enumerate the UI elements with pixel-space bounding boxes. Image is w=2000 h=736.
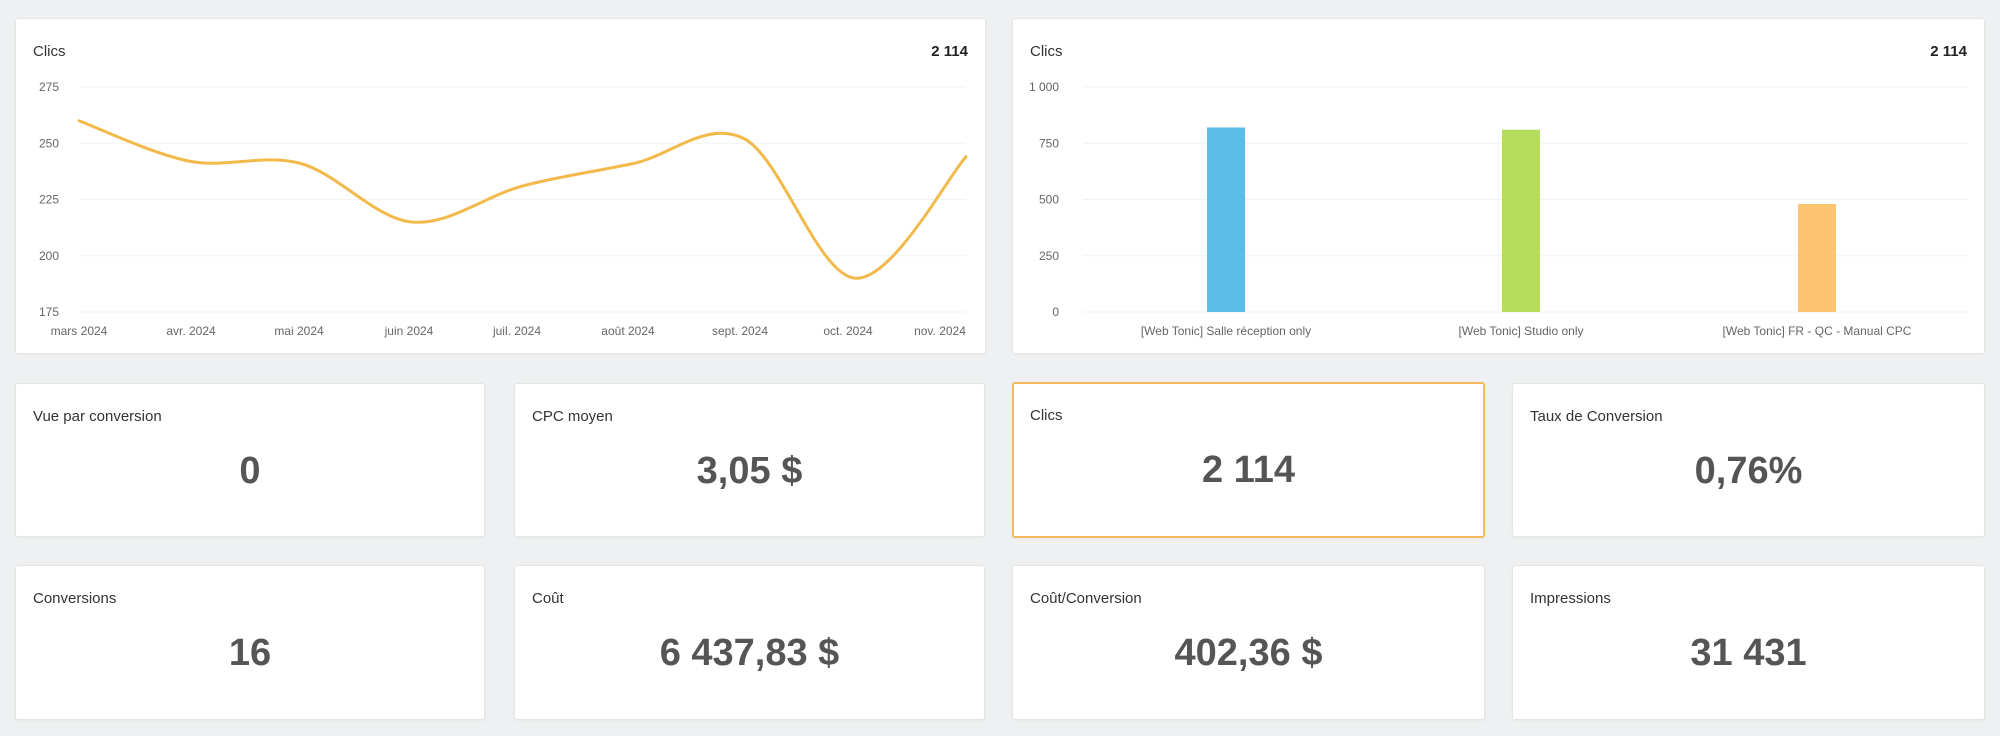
metric-card-cpc-moyen[interactable]: CPC moyen 3,05 $ [514,383,985,537]
x-tick-label: août 2024 [601,324,655,338]
metric-value: 0 [239,450,261,492]
y-tick-label: 0 [1052,305,1059,319]
metric-value: 6 437,83 $ [659,632,840,674]
metric-card-cout[interactable]: Coût 6 437,83 $ [514,565,985,720]
metric-card-conversions[interactable]: Conversions 16 [15,565,485,720]
x-tick-label: juil. 2024 [492,324,541,338]
x-tick-label: mars 2024 [51,324,108,338]
metric-card-vue-par-conversion[interactable]: Vue par conversion 0 [15,383,485,537]
y-tick-label: 750 [1039,136,1059,150]
y-tick-label: 250 [1039,249,1059,263]
metric-label: Conversions [33,590,117,607]
y-tick-label: 500 [1039,193,1059,207]
line-chart-title: Clics [33,43,66,60]
y-tick-label: 1 000 [1029,80,1059,94]
x-tick-label: nov. 2024 [914,324,966,338]
metric-label: Taux de Conversion [1530,408,1663,425]
metric-label: Impressions [1530,590,1611,607]
metric-label: CPC moyen [532,408,613,425]
metric-label: Vue par conversion [33,408,162,425]
y-tick-label: 250 [39,136,59,150]
bar [1502,129,1540,312]
x-tick-label: [Web Tonic] Salle réception only [1141,324,1311,338]
x-tick-label: [Web Tonic] Studio only [1459,324,1584,338]
bar [1798,204,1836,312]
bar-chart-card: Clics 2 114 0 250 500 750 1 000 [Web Tonic] S… [1012,18,1985,354]
metric-value: 3,05 $ [696,450,803,492]
y-tick-label: 175 [39,305,59,319]
metric-value: 16 [228,632,272,674]
metric-card-taux-de-conversion[interactable]: Taux de Conversion 0,76% [1512,383,1985,537]
x-tick-label: sept. 2024 [712,324,768,338]
metric-card-cout-par-conversion[interactable]: Coût/Conversion 402,36 $ [1012,565,1485,720]
x-tick-label: mai 2024 [274,324,324,338]
metric-value: 0,76% [1694,450,1803,492]
bar-chart-total: 2 114 [1930,43,1967,60]
bar-chart: 0 250 500 750 1 000 [Web Tonic] Salle récepti… [1029,80,1968,338]
line-chart-card: Clics 2 114 175 200 225 250 275 mars 2024 avr.… [15,18,986,354]
x-tick-label: oct. 2024 [823,324,873,338]
x-tick-label: juin 2024 [384,324,434,338]
metric-value: 2 114 [1202,449,1295,491]
series-line [77,119,968,280]
y-tick-label: 200 [39,249,59,263]
metric-value: 402,36 $ [1174,632,1323,674]
metric-label: Coût/Conversion [1030,590,1142,607]
y-tick-label: 275 [39,80,59,94]
line-chart: 175 200 225 250 275 mars 2024 avr. 2024 mai 202… [39,80,968,338]
metric-card-clics[interactable]: Clics 2 114 [1012,382,1485,538]
metric-value: 31 431 [1690,632,1807,674]
x-tick-label: avr. 2024 [166,324,216,338]
x-tick-label: [Web Tonic] FR - QC - Manual CPC [1723,324,1912,338]
bar [1207,127,1245,312]
y-tick-label: 225 [39,193,59,207]
line-chart-total: 2 114 [931,43,968,60]
metric-label: Clics [1030,407,1063,424]
bar-chart-title: Clics [1030,43,1063,60]
metric-label: Coût [532,590,564,607]
metric-card-impressions[interactable]: Impressions 31 431 [1512,565,1985,720]
